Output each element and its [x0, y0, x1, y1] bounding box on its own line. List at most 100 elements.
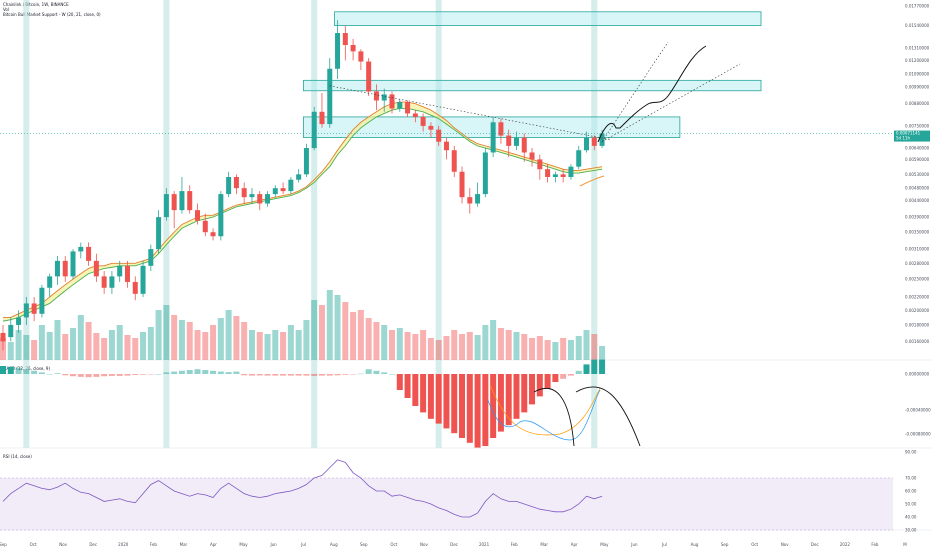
volume-bar: [318, 305, 325, 360]
candle-body: [584, 137, 589, 151]
candle-body: [568, 166, 574, 177]
price-tick-label: 0.00160000: [905, 339, 930, 344]
volume-bar: [404, 332, 411, 360]
price-tick-label: 0.00440000: [905, 198, 930, 203]
x-axis-label: Feb: [871, 542, 879, 547]
x-axis-label: May: [600, 542, 609, 547]
volume-bar: [482, 325, 489, 360]
x-axis-label: Nov: [781, 542, 789, 547]
candle-body: [537, 159, 543, 170]
macd-tick-label: 0.00000000: [905, 372, 930, 377]
volume-bar: [23, 335, 30, 360]
price-tick-label: 0.01200000: [905, 58, 930, 63]
volume-bar: [490, 320, 497, 360]
orange-curve: [579, 175, 605, 187]
macd-histogram-bar: [124, 374, 131, 376]
volume-bar: [101, 338, 108, 360]
candle-body: [373, 91, 379, 101]
macd-histogram-bar: [147, 374, 154, 375]
candle-body: [257, 194, 263, 204]
x-axis-label: 2022: [840, 542, 851, 547]
volume-bar: [443, 336, 450, 360]
macd-line: [487, 389, 601, 441]
macd-histogram-bar: [85, 374, 92, 378]
volume-bar: [248, 330, 255, 360]
rsi-tick-label: 50.00: [905, 502, 917, 507]
volume-bar: [311, 300, 318, 360]
macd-histogram-bar: [474, 374, 481, 448]
candle-body: [552, 174, 558, 177]
price-tick-label: 0.00590000: [905, 157, 930, 162]
projected-path: [597, 45, 707, 143]
macd-histogram-bar: [552, 374, 559, 382]
macd-histogram-bar: [381, 372, 388, 374]
indicator-label: Bitcoin Bull Market Support - W (20, 21,…: [3, 12, 101, 17]
volume-bar: [350, 312, 357, 360]
candle-body: [428, 125, 434, 130]
volume-bar: [241, 322, 248, 360]
volume-bar: [459, 334, 466, 360]
candle-body: [0, 332, 6, 342]
volume-bar: [505, 330, 512, 360]
candle-body: [490, 122, 496, 153]
macd-histogram-bar: [459, 374, 466, 438]
x-axis-label: Jul: [300, 542, 306, 547]
macd-histogram-bar: [101, 374, 108, 377]
macd-tick-label: -0.00080000: [905, 432, 931, 437]
macd-histogram-bar: [497, 374, 504, 432]
macd-histogram-bar: [536, 374, 543, 397]
candle-body: [210, 232, 216, 237]
volume-bar: [225, 310, 232, 360]
candle-body: [560, 174, 566, 177]
macd-histogram-bar: [38, 372, 45, 374]
macd-histogram-bar: [225, 372, 232, 374]
candle-body: [521, 137, 527, 153]
price-tick-label: 0.00530000: [905, 172, 930, 177]
rsi-label: RSI (14, close): [3, 454, 32, 459]
volume-bar: [326, 290, 333, 360]
price-tick-label: 0.00350000: [905, 230, 930, 235]
candle-body: [303, 148, 309, 175]
macd-histogram-bar: [23, 369, 30, 374]
candle-body: [506, 135, 512, 146]
volume-bar: [140, 332, 147, 360]
volume-bar: [124, 335, 131, 360]
macd-histogram-bar: [233, 371, 240, 374]
x-axis-label: Jun: [630, 542, 638, 547]
volume-bar: [552, 342, 559, 360]
macd-histogram-bar: [116, 374, 123, 376]
macd-histogram-bar: [326, 374, 333, 376]
candle-body: [241, 188, 247, 198]
volume-bar: [85, 322, 92, 360]
volume-bar: [381, 325, 388, 360]
macd-histogram-bar: [482, 374, 489, 446]
volume-bar: [256, 332, 263, 360]
x-axis-label: Mar: [540, 542, 548, 547]
macd-histogram-bar: [62, 374, 69, 376]
volume-bar: [116, 325, 123, 360]
price-tick-label: 0.00220000: [905, 294, 930, 299]
highlight-band: [591, 0, 598, 448]
drawn-arc-right: [575, 386, 641, 447]
candle-body: [529, 152, 535, 160]
macd-histogram-bar: [466, 374, 473, 443]
macd-histogram-bar: [287, 374, 294, 376]
macd-histogram-bar: [544, 374, 551, 389]
candle-body: [109, 276, 115, 288]
macd-histogram-bar: [365, 369, 372, 374]
candle-body: [16, 317, 22, 325]
volume-bar: [513, 332, 520, 360]
volume-bar: [210, 325, 217, 360]
macd-histogram-bar: [342, 374, 349, 375]
volume-bar: [46, 332, 53, 360]
price-tick-label: 0.00880000: [905, 101, 930, 106]
macd-histogram-bar: [490, 374, 497, 438]
candle-body: [132, 281, 138, 294]
price-tick-label: 0.01310000: [905, 46, 930, 51]
candle-body: [93, 260, 99, 277]
macd-histogram-bar: [217, 371, 224, 374]
price-tick-label: 0.00180000: [905, 322, 930, 327]
candle-body: [226, 176, 232, 195]
macd-histogram-bar: [93, 374, 100, 377]
